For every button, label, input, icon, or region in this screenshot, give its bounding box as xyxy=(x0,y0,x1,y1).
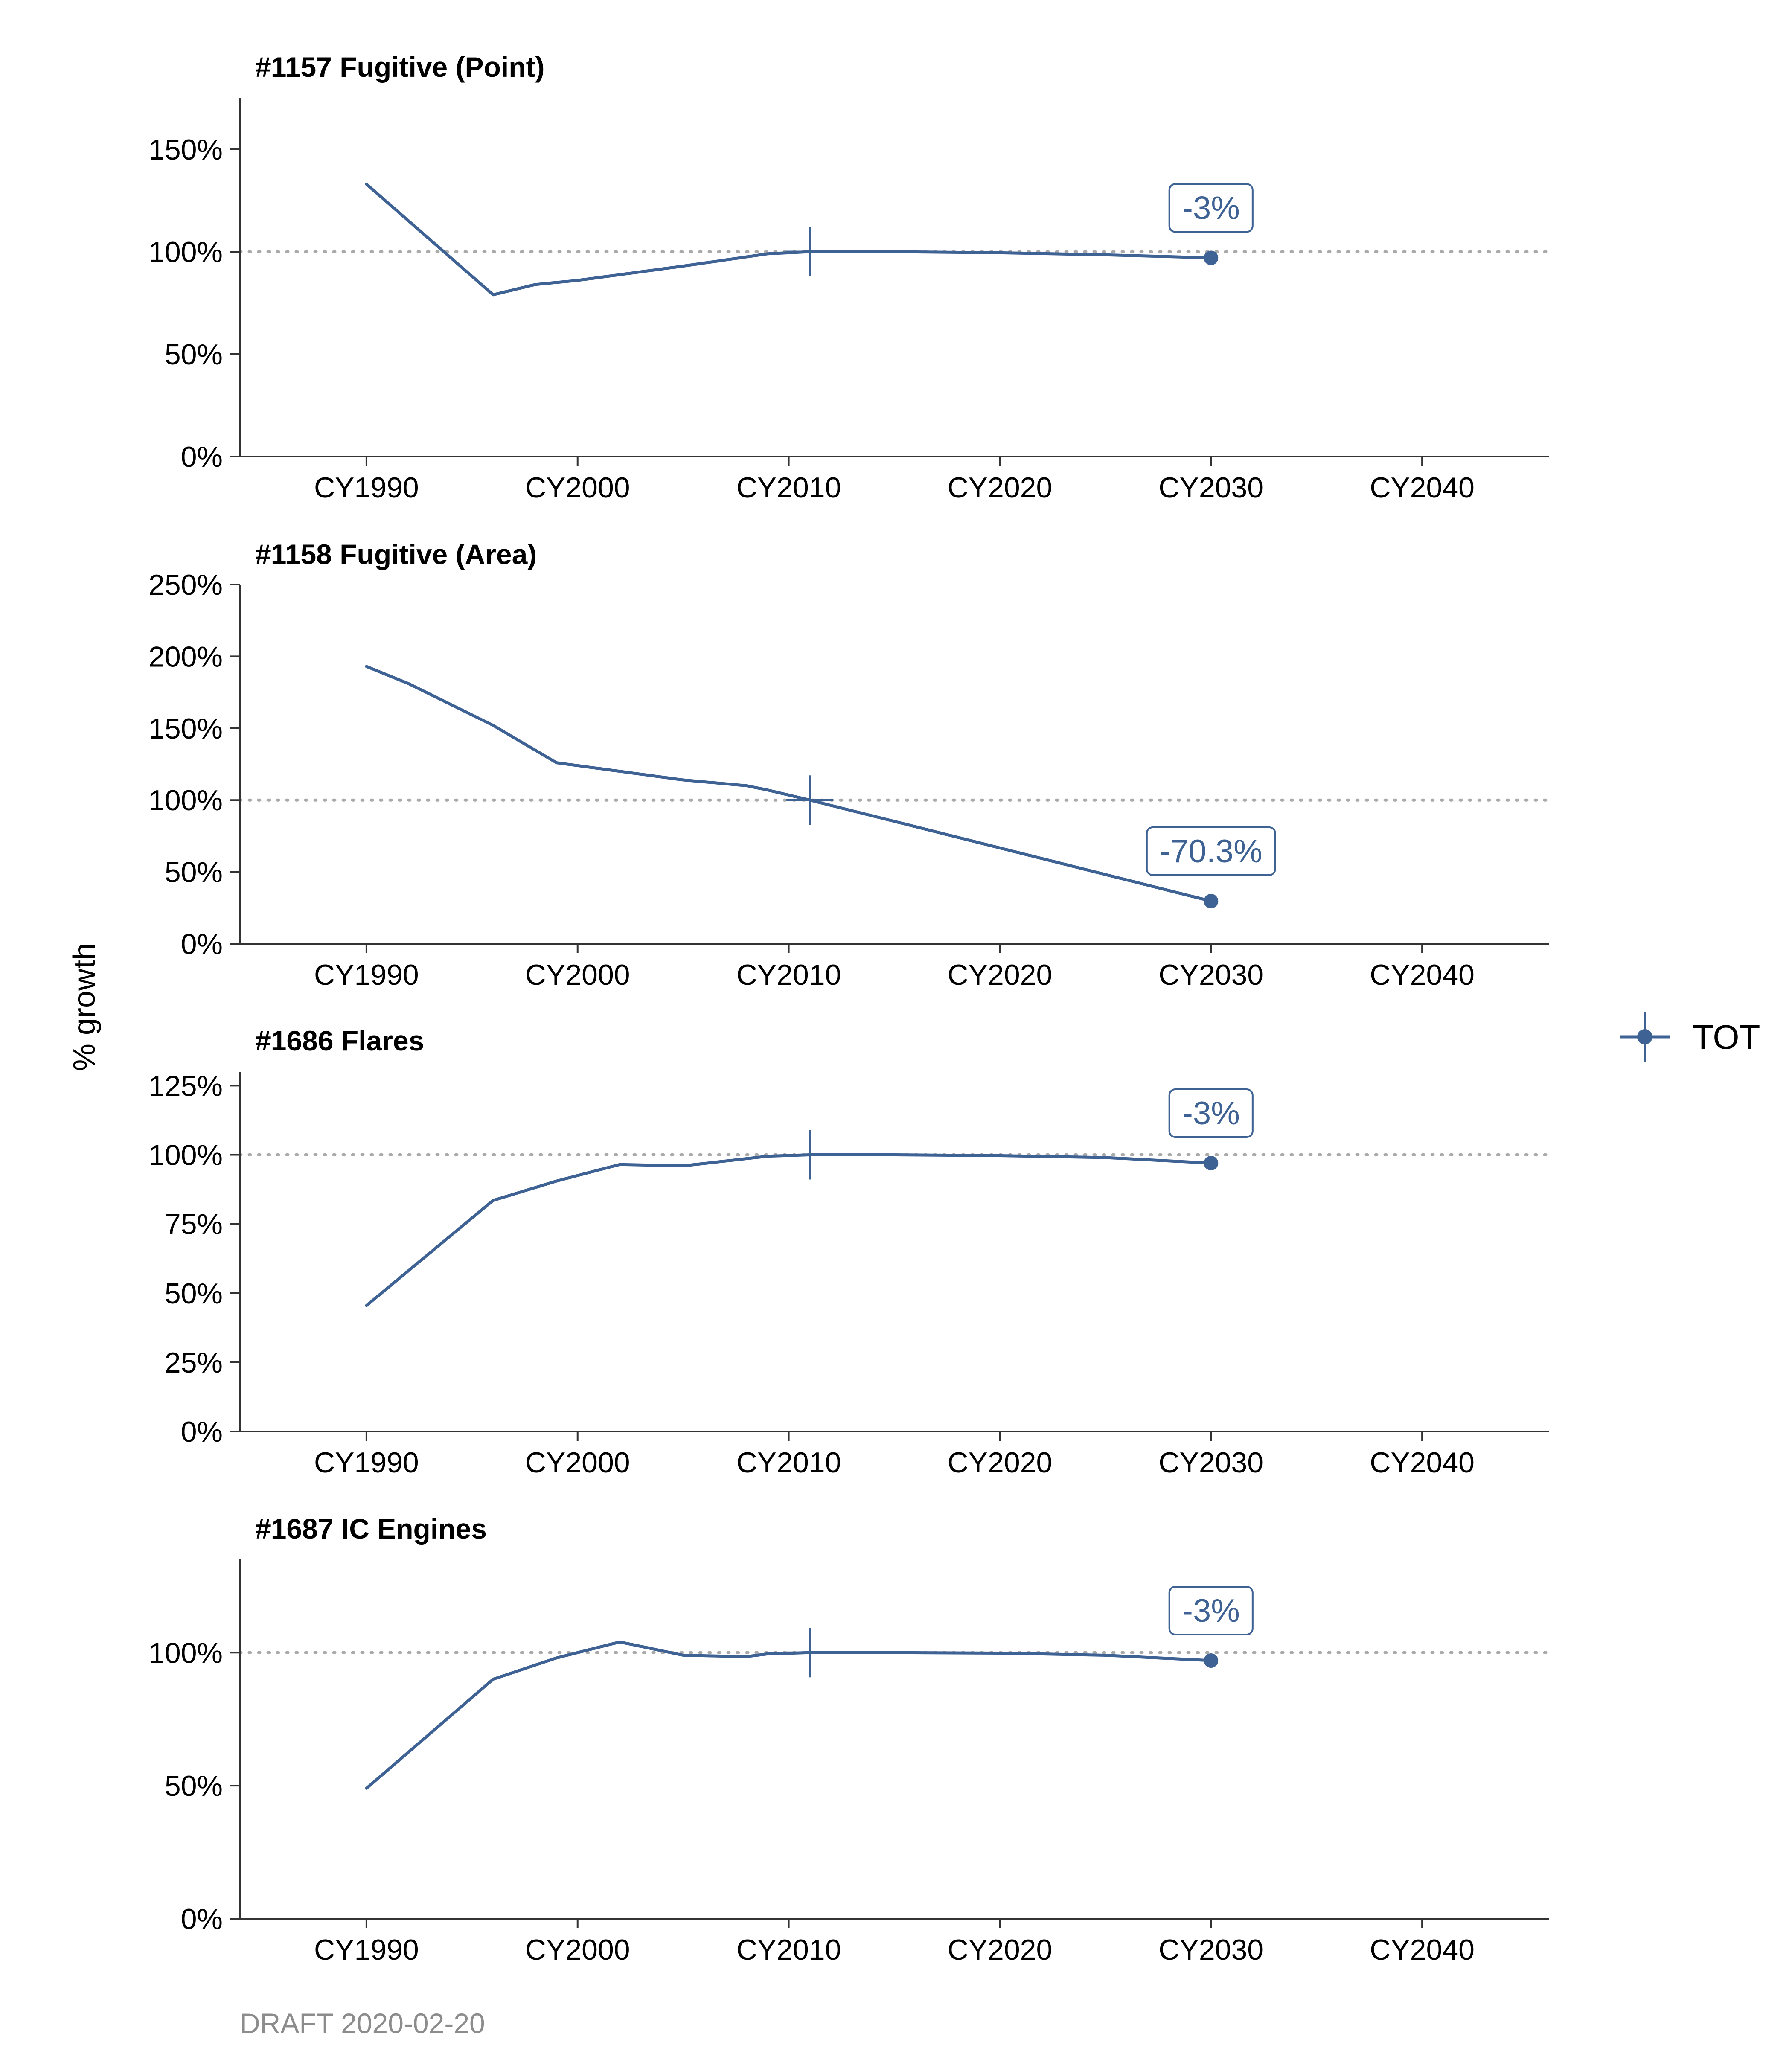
x-tick-label: CY2030 xyxy=(1158,471,1263,504)
x-tick-label: CY2000 xyxy=(525,1934,630,1966)
series-line-tot xyxy=(365,183,1213,297)
panel-title: #1158 Fugitive (Area) xyxy=(255,538,537,570)
series-line-tot xyxy=(365,665,1213,903)
y-tick-label: 25% xyxy=(165,1347,223,1379)
x-tick-label: CY2020 xyxy=(948,1934,1053,1966)
y-tick-label: 100% xyxy=(148,236,223,268)
y-tick-label: 200% xyxy=(148,640,223,673)
x-tick-label: CY2040 xyxy=(1370,959,1475,991)
x-tick-label: CY1990 xyxy=(314,1934,419,1966)
y-tick-label: 50% xyxy=(165,856,223,889)
x-tick-label: CY2030 xyxy=(1158,1446,1263,1479)
series-line-tot xyxy=(365,1640,1213,1790)
y-tick-label: 250% xyxy=(148,569,223,601)
y-tick-label: 0% xyxy=(181,928,223,960)
y-tick-label: 0% xyxy=(181,1903,223,1935)
legend: TOT xyxy=(1620,1012,1760,1062)
x-tick-label: CY2040 xyxy=(1370,1446,1475,1479)
x-tick-label: CY2030 xyxy=(1158,959,1263,991)
change-callout-box xyxy=(1168,1586,1254,1636)
x-tick-label: CY2020 xyxy=(948,959,1053,991)
x-tick-label: CY2030 xyxy=(1158,1934,1263,1966)
panel-1: #1157 Fugitive (Point) 0% 50% 100% 150% CY199… xyxy=(148,51,1551,504)
y-tick-label: 0% xyxy=(181,1416,223,1448)
x-tick-label: CY2010 xyxy=(736,1934,841,1966)
change-callout-label: -3% xyxy=(1182,1095,1240,1132)
change-callout-box xyxy=(1146,826,1276,876)
y-tick-label: 150% xyxy=(148,134,223,166)
series-line-tot xyxy=(365,1153,1213,1307)
endpoint-marker xyxy=(1204,250,1219,265)
x-tick-label: CY2020 xyxy=(948,1446,1053,1479)
x-tick-label: CY1990 xyxy=(314,1446,419,1479)
panel-title: #1157 Fugitive (Point) xyxy=(255,51,545,83)
x-tick-label: CY2010 xyxy=(736,959,841,991)
draft-note: DRAFT 2020-02-20 xyxy=(240,2007,485,2039)
change-callout-label: -3% xyxy=(1182,190,1240,226)
panel-title: #1687 IC Engines xyxy=(255,1513,487,1545)
y-tick-label: 100% xyxy=(148,784,223,817)
panel-4: #1687 IC Engines 0% 50% 100% CY1990 CY2000 CY2… xyxy=(148,1513,1551,1966)
chart-panels: #1157 Fugitive (Point) 0% 50% 100% 150% CY199… xyxy=(148,51,1551,1966)
y-tick-label: 75% xyxy=(165,1208,223,1241)
x-tick-label: CY2010 xyxy=(736,1446,841,1479)
panel-title: #1686 Flares xyxy=(255,1025,424,1056)
change-callout-box xyxy=(1168,183,1254,233)
x-tick-label: CY2000 xyxy=(525,471,630,504)
change-callout-label: -3% xyxy=(1182,1593,1240,1629)
panel-2: #1158 Fugitive (Area) 0% 50% 100% 150% 200% 25… xyxy=(148,538,1551,991)
y-tick-label: 50% xyxy=(165,1770,223,1802)
y-tick-label: 100% xyxy=(148,1139,223,1172)
x-tick-label: CY2010 xyxy=(736,471,841,504)
y-tick-label: 100% xyxy=(148,1637,223,1669)
x-tick-label: CY1990 xyxy=(314,471,419,504)
x-tick-label: CY2020 xyxy=(948,471,1053,504)
x-tick-label: CY1990 xyxy=(314,959,419,991)
y-tick-label: 50% xyxy=(165,1277,223,1310)
y-tick-label: 150% xyxy=(148,713,223,745)
y-tick-label: 125% xyxy=(148,1070,223,1102)
change-callout-box xyxy=(1168,1088,1254,1138)
x-tick-label: CY2040 xyxy=(1370,471,1475,504)
y-tick-label: 0% xyxy=(181,441,223,473)
endpoint-marker xyxy=(1204,1653,1219,1668)
y-axis-title: % growth xyxy=(67,943,102,1071)
endpoint-marker xyxy=(1204,893,1219,908)
x-tick-label: CY2000 xyxy=(525,959,630,991)
x-tick-label: CY2000 xyxy=(525,1446,630,1479)
endpoint-marker xyxy=(1204,1155,1219,1170)
y-tick-label: 50% xyxy=(165,338,223,371)
x-tick-label: CY2040 xyxy=(1370,1934,1475,1966)
legend-key-point xyxy=(1637,1029,1652,1044)
legend-label-tot: TOT xyxy=(1693,1018,1760,1056)
panel-3: #1686 Flares 0% 25% 50% 75% 100% 125% CY1990 CY2… xyxy=(148,1025,1551,1479)
change-callout-label: -70.3% xyxy=(1160,833,1263,870)
